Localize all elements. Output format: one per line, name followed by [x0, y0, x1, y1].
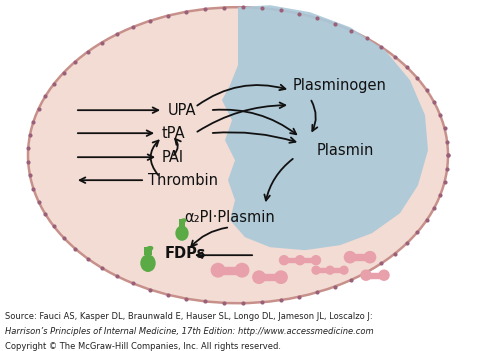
Circle shape — [275, 271, 287, 283]
Circle shape — [326, 266, 334, 274]
Bar — [144, 247, 152, 256]
Bar — [366, 273, 384, 278]
Circle shape — [280, 256, 288, 265]
Circle shape — [312, 256, 320, 265]
Ellipse shape — [28, 7, 448, 303]
Text: UPA: UPA — [168, 103, 197, 118]
Text: tPA: tPA — [162, 126, 186, 141]
Ellipse shape — [145, 246, 153, 252]
Text: Source: Fauci AS, Kasper DL, Braunwald E, Hauser SL, Longo DL, Jameson JL, Losca: Source: Fauci AS, Kasper DL, Braunwald E… — [5, 312, 373, 321]
Text: α₂PI·Plasmin: α₂PI·Plasmin — [184, 210, 276, 225]
Text: Harrison’s Principles of Internal Medicine, 17th Edition: http://www.accessmedic: Harrison’s Principles of Internal Medici… — [5, 327, 374, 336]
Bar — [350, 254, 370, 260]
Text: Plasmin: Plasmin — [317, 143, 374, 158]
Bar — [284, 258, 316, 263]
Bar — [259, 274, 281, 280]
Circle shape — [211, 264, 225, 277]
Text: Plasminogen: Plasminogen — [293, 78, 387, 93]
Ellipse shape — [141, 254, 156, 272]
Text: PAI: PAI — [162, 150, 184, 165]
Circle shape — [379, 270, 389, 280]
Circle shape — [361, 270, 371, 280]
Bar — [178, 219, 185, 226]
Circle shape — [312, 266, 320, 274]
Text: Copyright © The McGraw-Hill Companies, Inc. All rights reserved.: Copyright © The McGraw-Hill Companies, I… — [5, 342, 281, 351]
Ellipse shape — [176, 226, 189, 241]
Bar — [218, 267, 242, 273]
Bar — [316, 268, 344, 272]
Ellipse shape — [179, 218, 187, 224]
Circle shape — [340, 266, 348, 274]
Circle shape — [345, 252, 355, 263]
Text: Thrombin: Thrombin — [148, 173, 218, 188]
Circle shape — [364, 252, 376, 263]
Circle shape — [235, 264, 249, 277]
Text: FDPs: FDPs — [165, 246, 207, 261]
Circle shape — [253, 271, 265, 283]
Polygon shape — [222, 5, 428, 250]
Circle shape — [295, 256, 305, 265]
